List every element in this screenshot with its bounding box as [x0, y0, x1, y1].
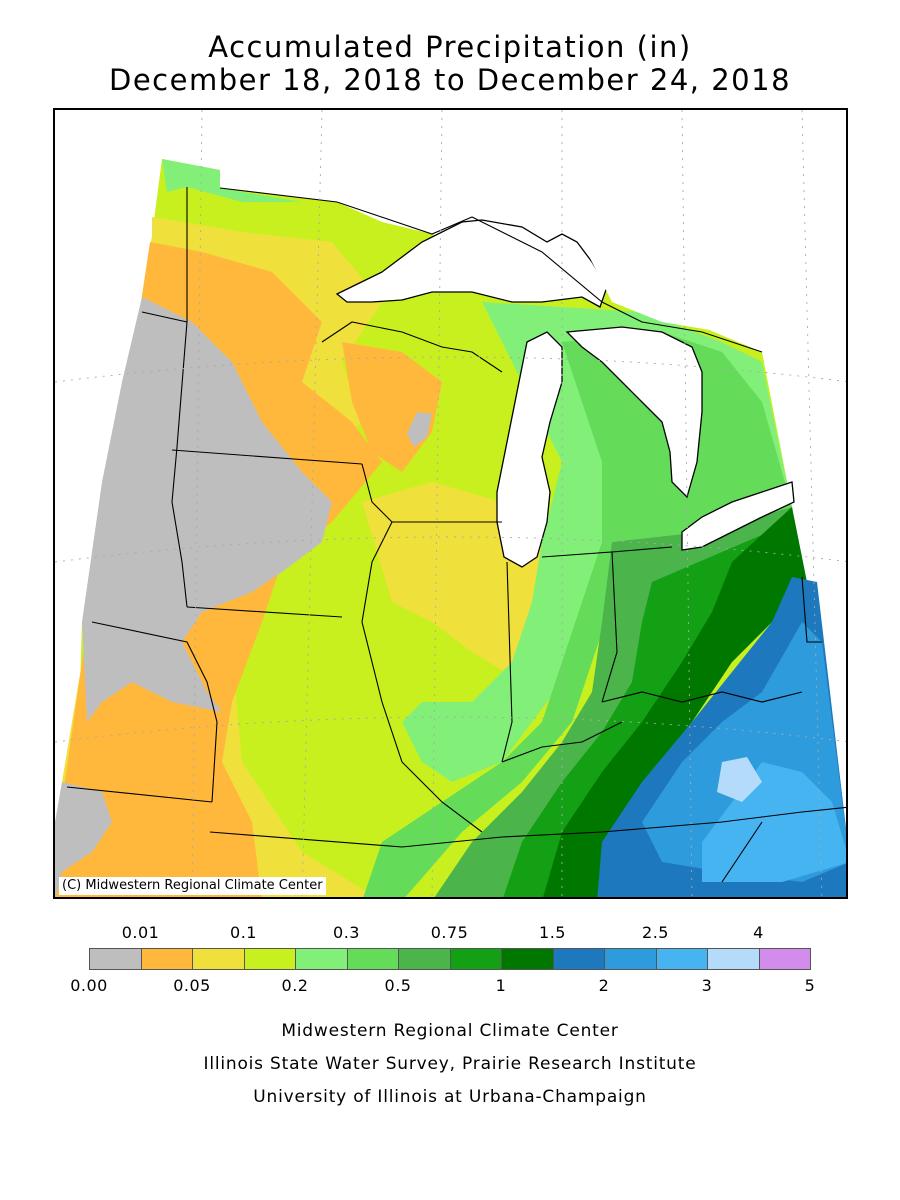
- legend-lower-label: 1: [495, 976, 507, 995]
- legend-upper-label: 1.5: [539, 923, 566, 942]
- precip-zone-0.00-0.01: [82, 297, 332, 722]
- legend-swatch: [449, 948, 502, 970]
- legend-lower-label: 0.2: [281, 976, 309, 995]
- footer-survey: Illinois State Water Survey, Prairie Res…: [203, 1054, 697, 1074]
- lake-michigan: [496, 331, 563, 568]
- legend-lower-label: 0.05: [173, 976, 211, 995]
- legend-upper-label: 0.01: [121, 923, 160, 942]
- precip-zone-3-4: [717, 757, 762, 802]
- footer-organization: Midwestern Regional Climate Center: [281, 1021, 619, 1041]
- legend-swatch: [398, 948, 451, 970]
- precip-zone-0.00-0.01-wi: [407, 412, 432, 447]
- legend-swatch: [604, 948, 657, 970]
- precipitation-map: (C) Midwestern Regional Climate Center: [53, 108, 848, 899]
- legend-upper-label: 0.3: [333, 923, 360, 942]
- state-borders: [66, 187, 846, 883]
- legend-swatch: [192, 948, 245, 970]
- map-title: Accumulated Precipitation (in): [208, 30, 692, 64]
- legend-swatch: [655, 948, 708, 970]
- legend-swatch: [295, 948, 348, 970]
- legend-swatch: [140, 948, 193, 970]
- legend-swatch: [346, 948, 399, 970]
- footer-university: University of Illinois at Urbana-Champai…: [253, 1087, 647, 1107]
- precip-zone-0.00-0.01-sw: [55, 782, 112, 897]
- legend-lower-label: 0.00: [70, 976, 108, 995]
- legend-upper-label: 4: [753, 923, 764, 942]
- legend-swatch: [707, 948, 760, 970]
- precip-zone-2.5-3: [702, 762, 846, 882]
- map-canvas: [55, 110, 846, 897]
- legend-upper-label: 2.5: [642, 923, 669, 942]
- copyright-notice: (C) Midwestern Regional Climate Center: [59, 877, 326, 895]
- legend-swatch: [552, 948, 605, 970]
- legend-swatch: [89, 948, 142, 970]
- map-date-range: December 18, 2018 to December 24, 2018: [108, 63, 792, 97]
- legend-swatch: [501, 948, 554, 970]
- legend-swatch: [758, 948, 811, 970]
- legend-lower-label: 5: [804, 976, 816, 995]
- legend-lower-label: 2: [598, 976, 610, 995]
- legend-upper-label: 0.75: [430, 923, 469, 942]
- legend-lower-label: 3: [701, 976, 713, 995]
- canada-north-region: [220, 110, 846, 352]
- legend-swatch: [243, 948, 296, 970]
- precip-zone-0.2-0.3-north: [162, 159, 302, 202]
- lake-erie: [681, 481, 795, 551]
- lake-huron: [565, 326, 703, 499]
- precip-zone-1-1.5: [543, 507, 807, 897]
- legend-lower-label: 0.5: [384, 976, 412, 995]
- legend-upper-label: 0.1: [230, 923, 257, 942]
